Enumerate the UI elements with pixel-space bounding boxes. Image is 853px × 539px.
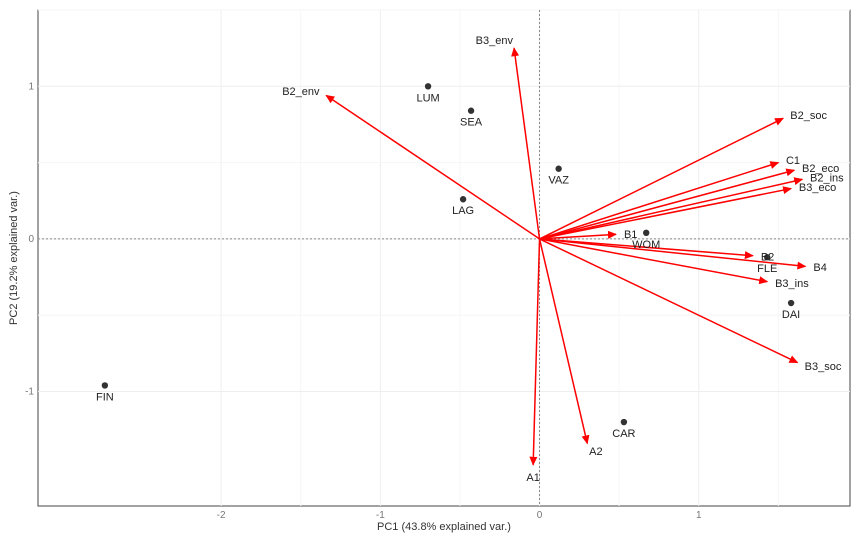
loading-label: B2_env xyxy=(282,86,320,98)
loading-label: B3_env xyxy=(476,35,514,47)
sample-point xyxy=(555,166,561,172)
x-tick-label: 1 xyxy=(696,510,702,521)
sample-label: CAR xyxy=(612,428,635,440)
loading-label: B2 xyxy=(761,251,774,263)
sample-label: SEA xyxy=(460,117,483,129)
x-tick-label: -2 xyxy=(217,510,226,521)
loading-label: B3_ins xyxy=(775,278,809,290)
sample-point xyxy=(788,300,794,306)
sample-point xyxy=(102,382,108,388)
sample-label: FLE xyxy=(757,263,777,275)
sample-point xyxy=(425,83,431,89)
loading-label: B3_eco xyxy=(799,182,836,194)
loading-label: A2 xyxy=(589,446,602,458)
loading-label: C1 xyxy=(786,155,800,167)
y-tick-label: -1 xyxy=(25,387,34,398)
sample-label: DAI xyxy=(782,309,800,321)
x-tick-label: 0 xyxy=(537,510,543,521)
y-axis-title: PC2 (19.2% explained var.) xyxy=(8,191,20,325)
sample-point xyxy=(643,230,649,236)
sample-label: LAG xyxy=(452,205,474,217)
y-tick-label: 1 xyxy=(28,81,34,92)
sample-point xyxy=(621,419,627,425)
sample-point xyxy=(468,108,474,114)
loading-label: B4 xyxy=(813,262,826,274)
y-tick-label: 0 xyxy=(28,234,34,245)
sample-label: WOM xyxy=(632,239,660,251)
loading-label: A1 xyxy=(526,472,539,484)
loading-label: B2_soc xyxy=(790,110,827,122)
x-tick-label: -1 xyxy=(376,510,385,521)
loading-label: B3_soc xyxy=(805,361,842,373)
sample-label: VAZ xyxy=(548,175,569,187)
sample-label: LUM xyxy=(416,92,439,104)
sample-point xyxy=(460,196,466,202)
x-axis-title: PC1 (43.8% explained var.) xyxy=(377,521,511,533)
sample-label: FIN xyxy=(96,391,114,403)
